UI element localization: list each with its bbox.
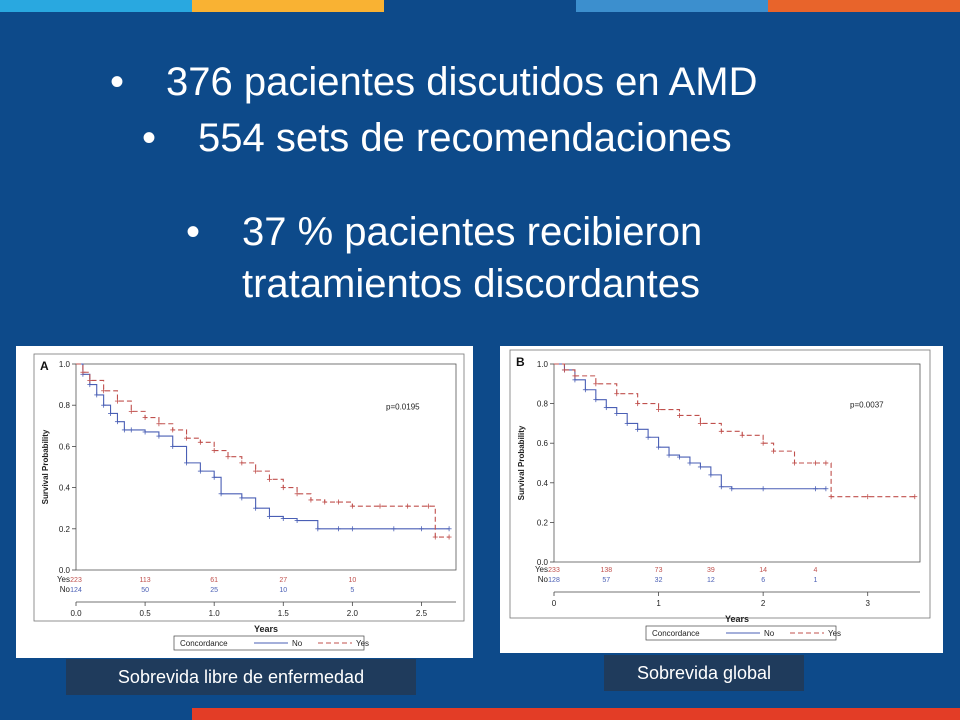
risk-table-label: No: [60, 585, 71, 594]
y-tick-label: 0.0: [537, 558, 549, 567]
risk-table-value: 27: [279, 577, 287, 584]
risk-table-value: 14: [759, 567, 767, 574]
risk-table-value: 223: [70, 577, 82, 584]
chart-panel-a: A 0.0 0.2 0.4 0.6 0.8 1.0 Survival Probability 0…: [16, 346, 473, 658]
risk-table-value: 128: [548, 577, 560, 584]
y-tick-label: 0.2: [59, 525, 71, 534]
caption-right: Sobrevida global: [604, 655, 804, 691]
top-color-bar: [0, 0, 960, 12]
y-tick-label: 0.0: [59, 566, 71, 575]
risk-table-value: 39: [707, 567, 715, 574]
x-axis-label: Years: [725, 614, 749, 624]
y-tick-label: 0.6: [537, 439, 549, 448]
bullet-dot: •: [110, 60, 125, 104]
p-value-annotation: p=0.0195: [386, 402, 420, 411]
legend-entry: No: [764, 629, 775, 638]
top-bar-segment: [384, 0, 576, 12]
risk-table-value: 138: [600, 567, 612, 574]
y-tick-label: 0.2: [537, 518, 549, 527]
risk-table-value: 124: [70, 587, 82, 594]
x-tick-label: 0.5: [140, 609, 152, 618]
bullet-dot: •: [142, 116, 157, 160]
panel-label: A: [40, 359, 49, 373]
bottom-bar-segment: [0, 708, 192, 720]
series-line-no: [554, 363, 826, 490]
risk-table-value: 25: [210, 587, 218, 594]
x-tick-label: 2.0: [347, 609, 359, 618]
bullet-item: • 554 sets de recomendaciones: [142, 114, 732, 162]
bullet-item: • 376 pacientes discutidos en AMD: [110, 58, 757, 106]
bullet-text: 37 % pacientes recibieron: [242, 210, 703, 254]
risk-table-value: 1: [813, 577, 817, 584]
x-axis-label: Years: [254, 624, 278, 634]
risk-table-value: 50: [141, 587, 149, 594]
survival-chart-b: B 0.0 0.2 0.4 0.6 0.8 1.0 Survival Probability 0…: [509, 349, 931, 641]
risk-table-value: 61: [210, 577, 218, 584]
y-tick-label: 0.4: [59, 484, 71, 493]
x-tick-label: 1.0: [209, 609, 221, 618]
x-tick-label: 2.5: [416, 609, 428, 618]
series-line-yes: [76, 363, 450, 538]
x-tick-label: 2: [761, 599, 766, 608]
risk-table-value: 4: [813, 567, 817, 574]
bullet-continuation: tratamientos discordantes: [242, 260, 700, 308]
y-tick-label: 1.0: [59, 360, 71, 369]
x-tick-label: 0: [552, 599, 557, 608]
risk-table-value: 73: [655, 567, 663, 574]
y-tick-label: 0.4: [537, 479, 549, 488]
bullet-item: • 37 % pacientes recibieron: [186, 208, 702, 256]
legend-entry: Yes: [828, 629, 841, 638]
figure-frame: [509, 349, 931, 619]
panel-label: B: [516, 355, 525, 369]
x-tick-label: 1.5: [278, 609, 290, 618]
bullet-text: 376 pacientes discutidos en AMD: [166, 60, 758, 104]
legend-title: Concordance: [180, 639, 228, 648]
risk-table-value: 5: [350, 587, 354, 594]
bottom-bar-segment: [192, 708, 960, 720]
risk-table-value: 10: [279, 587, 287, 594]
risk-table-value: 12: [707, 577, 715, 584]
y-tick-label: 0.8: [537, 400, 549, 409]
risk-table-label: Yes: [535, 565, 548, 574]
top-bar-segment: [576, 0, 768, 12]
risk-table-value: 233: [548, 567, 560, 574]
plot-frame: [553, 363, 921, 563]
risk-table-label: Yes: [57, 575, 70, 584]
p-value-annotation: p=0.0037: [850, 401, 884, 410]
y-tick-label: 1.0: [537, 360, 549, 369]
risk-table-value: 10: [348, 577, 356, 584]
legend-entry: Yes: [356, 639, 369, 648]
x-tick-label: 0.0: [70, 609, 82, 618]
y-axis-label: Survival Probability: [517, 425, 526, 500]
risk-table-value: 113: [140, 577, 151, 584]
legend-entry: No: [292, 639, 303, 648]
risk-table-value: 32: [655, 577, 663, 584]
x-tick-label: 1: [656, 599, 661, 608]
top-bar-segment: [192, 0, 384, 12]
bullet-dot: •: [186, 210, 201, 254]
y-tick-label: 0.8: [59, 401, 71, 410]
top-bar-segment: [768, 0, 960, 12]
bullet-text: tratamientos discordantes: [242, 262, 701, 306]
y-tick-label: 0.6: [59, 442, 71, 451]
risk-table-value: 57: [602, 577, 610, 584]
figure-frame: [33, 353, 465, 622]
survival-chart-a: A 0.0 0.2 0.4 0.6 0.8 1.0 Survival Probability 0…: [33, 353, 465, 651]
series-line-no: [76, 363, 450, 530]
x-tick-label: 3: [865, 599, 870, 608]
chart-panel-b: B 0.0 0.2 0.4 0.6 0.8 1.0 Survival Probability 0…: [500, 346, 943, 653]
risk-table-value: 6: [761, 577, 765, 584]
series-line-yes: [554, 363, 915, 498]
legend-title: Concordance: [652, 629, 700, 638]
caption-left: Sobrevida libre de enfermedad: [66, 659, 416, 695]
top-bar-segment: [0, 0, 192, 12]
bullet-text: 554 sets de recomendaciones: [198, 116, 732, 160]
risk-table-label: No: [538, 575, 549, 584]
plot-frame: [75, 363, 457, 571]
y-axis-label: Survival Probability: [41, 429, 50, 504]
bottom-color-bar: [0, 708, 960, 720]
